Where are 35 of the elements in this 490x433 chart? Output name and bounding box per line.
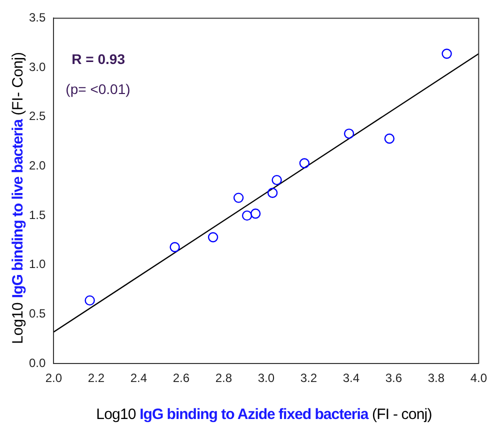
x-tick-label: 2.0 (45, 371, 62, 386)
point (344, 128, 354, 139)
annotation: R = 0.93 (72, 51, 126, 68)
x-tick-label: 3.8 (428, 371, 445, 386)
x-tick-label: 3.2 (300, 371, 318, 386)
point (170, 242, 180, 252)
point (208, 232, 218, 242)
point (250, 208, 261, 219)
point (233, 192, 244, 203)
y-tick-label: 0.0 (28, 356, 46, 370)
x-tick-label: 2.2 (88, 371, 105, 386)
y-tick-label: 1.5 (28, 208, 46, 222)
y-tick-label: 1.0 (28, 257, 46, 272)
x-tick-label: 3.4 (342, 371, 360, 386)
y-axis-title: Log10 IgG binding to live bacteria (FI- Conj) (10, 52, 26, 344)
y-tick-label: 2.0 (28, 158, 46, 173)
point (242, 210, 252, 221)
point (442, 48, 452, 59)
x-axis-title: Log10 IgG binding to Azide fixed bacteria (FI - conj) (96, 406, 432, 423)
annotation: (p= <0.01) (66, 81, 130, 98)
x-tick-label: 2.6 (172, 371, 190, 386)
point (84, 295, 95, 306)
y-tick-label: 0.5 (28, 306, 46, 321)
x-tick-label: 3.0 (258, 371, 275, 386)
x-tick-label: 2.8 (215, 371, 232, 386)
x-tick-label: 2.4 (130, 371, 148, 386)
point (384, 133, 395, 144)
x-tick-label: 4.0 (470, 371, 488, 386)
point (299, 158, 310, 168)
point (267, 188, 278, 198)
y-tick-label: 3.0 (28, 60, 46, 74)
x-tick-label: 3.6 (385, 371, 402, 386)
y-tick-label: 3.5 (28, 10, 46, 25)
point (272, 174, 282, 186)
y-tick-label: 2.5 (28, 109, 46, 124)
